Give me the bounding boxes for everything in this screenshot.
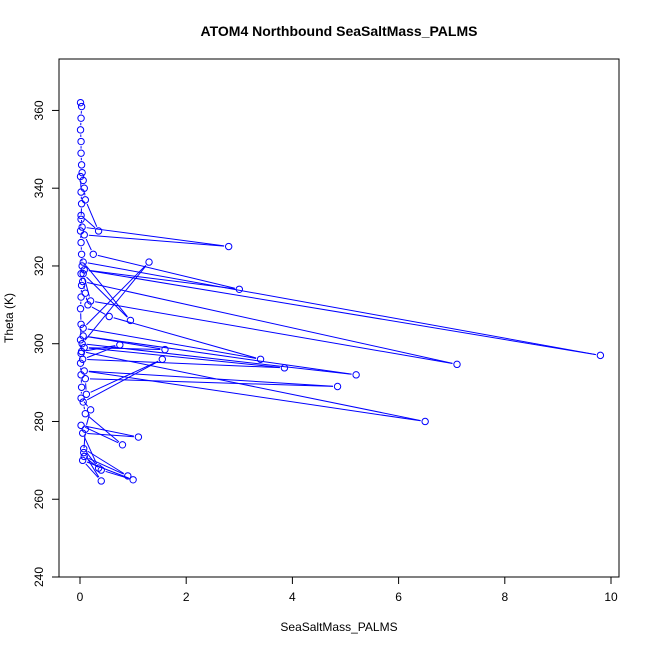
data-point [77, 127, 83, 133]
data-point [79, 263, 85, 269]
data-point [225, 243, 231, 249]
series-segment [88, 263, 596, 355]
series-points [77, 99, 603, 484]
x-axis: 0 2 4 6 8 10 [77, 577, 618, 604]
data-point [78, 115, 84, 121]
data-point [79, 169, 85, 175]
x-tick-label: 0 [77, 590, 84, 604]
data-point [454, 361, 460, 367]
plot-frame [59, 59, 619, 577]
data-point [77, 306, 83, 312]
data-point [95, 228, 101, 234]
x-tick-label: 8 [501, 590, 508, 604]
chart-title: ATOM4 Northbound SeaSaltMass_PALMS [201, 23, 478, 39]
data-point [78, 239, 84, 245]
y-tick-label: 360 [32, 100, 46, 120]
data-point [78, 384, 84, 390]
data-point [78, 321, 84, 327]
series-lines [81, 111, 596, 478]
data-point [353, 372, 359, 378]
series-segment [89, 372, 421, 421]
y-tick-label: 320 [32, 256, 46, 276]
data-point [78, 201, 84, 207]
series-segment [86, 277, 127, 317]
data-point [146, 259, 152, 265]
data-point [82, 376, 88, 382]
data-point [79, 341, 85, 347]
series-segment [86, 298, 87, 301]
x-tick-label: 2 [183, 590, 190, 604]
x-axis-label: SeaSaltMass_PALMS [280, 620, 397, 634]
y-tick-label: 340 [32, 178, 46, 198]
series-segment [87, 462, 129, 478]
y-tick-label: 280 [32, 411, 46, 431]
series-segment [87, 359, 280, 367]
data-point [78, 251, 84, 257]
data-point [77, 360, 83, 366]
data-point [135, 434, 141, 440]
series-segment [88, 451, 124, 473]
data-point [334, 383, 340, 389]
data-point [82, 290, 88, 296]
y-tick-label: 260 [32, 489, 46, 509]
data-point [78, 150, 84, 156]
data-point [119, 442, 125, 448]
data-point [130, 477, 136, 483]
data-point [78, 294, 84, 300]
series-segment [87, 204, 97, 227]
data-point [106, 313, 112, 319]
x-tick-label: 10 [604, 590, 618, 604]
data-point [281, 365, 287, 371]
series-segment [88, 337, 352, 375]
series-segment [89, 417, 119, 442]
data-point [90, 251, 96, 257]
data-point [98, 478, 104, 484]
series-segment [85, 266, 146, 341]
y-axis: 240 260 280 300 320 340 360 [32, 100, 59, 587]
series-segment [91, 361, 159, 392]
data-point [78, 282, 84, 288]
data-point [117, 342, 123, 348]
x-tick-label: 4 [289, 590, 296, 604]
series-segment [90, 379, 333, 386]
data-point [77, 228, 83, 234]
data-point [80, 325, 86, 331]
data-point [79, 224, 85, 230]
data-point [422, 418, 428, 424]
data-point [81, 449, 87, 455]
data-point [78, 138, 84, 144]
series-segment [87, 283, 452, 364]
series-segment [88, 337, 161, 349]
data-point [78, 162, 84, 168]
data-point [597, 352, 603, 358]
data-point [78, 216, 84, 222]
data-point [78, 103, 84, 109]
data-point [78, 422, 84, 428]
series-segment [86, 239, 91, 250]
y-tick-label: 300 [32, 333, 46, 353]
series-segment [114, 318, 256, 358]
data-point [236, 286, 242, 292]
x-tick-label: 6 [395, 590, 402, 604]
data-point [159, 356, 165, 362]
data-point [87, 407, 93, 413]
y-tick-label: 240 [32, 567, 46, 587]
y-axis-label: Theta (K) [2, 293, 16, 343]
data-point [80, 399, 86, 405]
data-point [79, 457, 85, 463]
data-point [82, 197, 88, 203]
data-point [78, 395, 84, 401]
data-point [81, 232, 87, 238]
series-segment [86, 352, 421, 420]
